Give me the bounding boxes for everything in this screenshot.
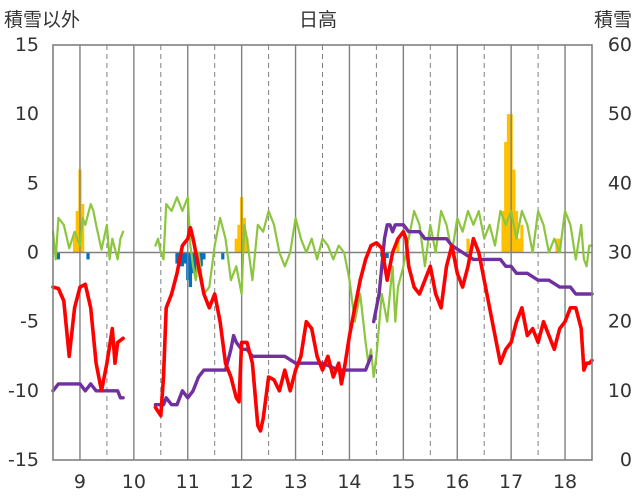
x-tick-8: 17 xyxy=(499,471,523,493)
precip-bar-16 xyxy=(514,211,519,253)
x-tick-5: 14 xyxy=(337,471,361,493)
series-0-segment-1 xyxy=(153,225,594,433)
sunshine-bar-9 xyxy=(194,252,198,278)
precip-bar-15 xyxy=(512,169,516,253)
left-axis-label: 積雪以外 xyxy=(4,9,80,31)
x-tick-1: 10 xyxy=(122,471,146,493)
precip-bar-9 xyxy=(396,238,400,253)
left-tick-6: 15 xyxy=(15,34,39,56)
precip-bar-13 xyxy=(506,114,511,253)
sunshine-bar-13 xyxy=(221,252,225,260)
sunshine-bar-2 xyxy=(175,252,179,264)
series-2-segment-0 xyxy=(51,382,125,400)
right-tick-3: 30 xyxy=(608,242,632,264)
x-tick-2: 11 xyxy=(176,471,200,493)
right-tick-6: 60 xyxy=(608,34,632,56)
left-tick-5: 10 xyxy=(15,103,39,125)
right-axis-label: 積雪 xyxy=(594,9,632,31)
axis-layer: -15 -10 -5 0 5 10 15 0 10 20 30 40 50 60 9 10 11 12 13 14 15… xyxy=(8,34,632,493)
sunshine-bar-12 xyxy=(202,252,206,260)
lines-layer xyxy=(51,196,594,433)
bars-layer xyxy=(56,114,562,288)
precip-bar-18 xyxy=(520,224,524,253)
right-tick-0: 0 xyxy=(620,449,632,471)
sunshine-bar-11 xyxy=(199,252,203,267)
right-tick-4: 40 xyxy=(608,172,632,194)
precip-bar-5 xyxy=(237,224,241,253)
grid-layer xyxy=(53,45,592,460)
chart-title: 日高 xyxy=(299,9,337,31)
sunshine-bar-5 xyxy=(183,252,187,264)
sunshine-bar-1 xyxy=(86,252,90,260)
left-tick-1: -10 xyxy=(8,380,39,402)
precip-bar-1 xyxy=(75,211,79,253)
precip-bar-10 xyxy=(466,238,470,253)
series-1-segment-1 xyxy=(154,196,594,379)
x-tick-7: 16 xyxy=(445,471,469,493)
left-tick-3: 0 xyxy=(27,242,39,264)
right-tick-5: 50 xyxy=(608,103,632,125)
precip-bar-17 xyxy=(517,238,521,253)
precip-bar-0 xyxy=(72,235,77,253)
sunshine-bar-4 xyxy=(180,252,184,267)
series-0-segment-0 xyxy=(51,282,125,393)
precip-bar-4 xyxy=(234,238,238,253)
right-tick-1: 10 xyxy=(608,380,632,402)
x-tick-9: 18 xyxy=(553,471,577,493)
left-tick-4: 5 xyxy=(27,172,39,194)
right-tick-2: 20 xyxy=(608,311,632,333)
precip-bar-11 xyxy=(501,211,505,253)
plot-frame xyxy=(52,44,593,461)
series-2-segment-2 xyxy=(372,223,594,324)
sunshine-bar-16 xyxy=(385,252,389,259)
x-tick-6: 15 xyxy=(391,471,415,493)
x-tick-4: 13 xyxy=(283,471,307,493)
precip-bar-12 xyxy=(504,141,508,253)
sunshine-bar-7 xyxy=(188,252,193,288)
x-tick-3: 12 xyxy=(230,471,254,493)
series-1-segment-0 xyxy=(51,203,125,261)
left-tick-2: -5 xyxy=(20,311,39,333)
sunshine-bar-0 xyxy=(56,252,60,260)
x-tick-0: 9 xyxy=(74,471,86,493)
left-tick-0: -15 xyxy=(8,449,39,471)
